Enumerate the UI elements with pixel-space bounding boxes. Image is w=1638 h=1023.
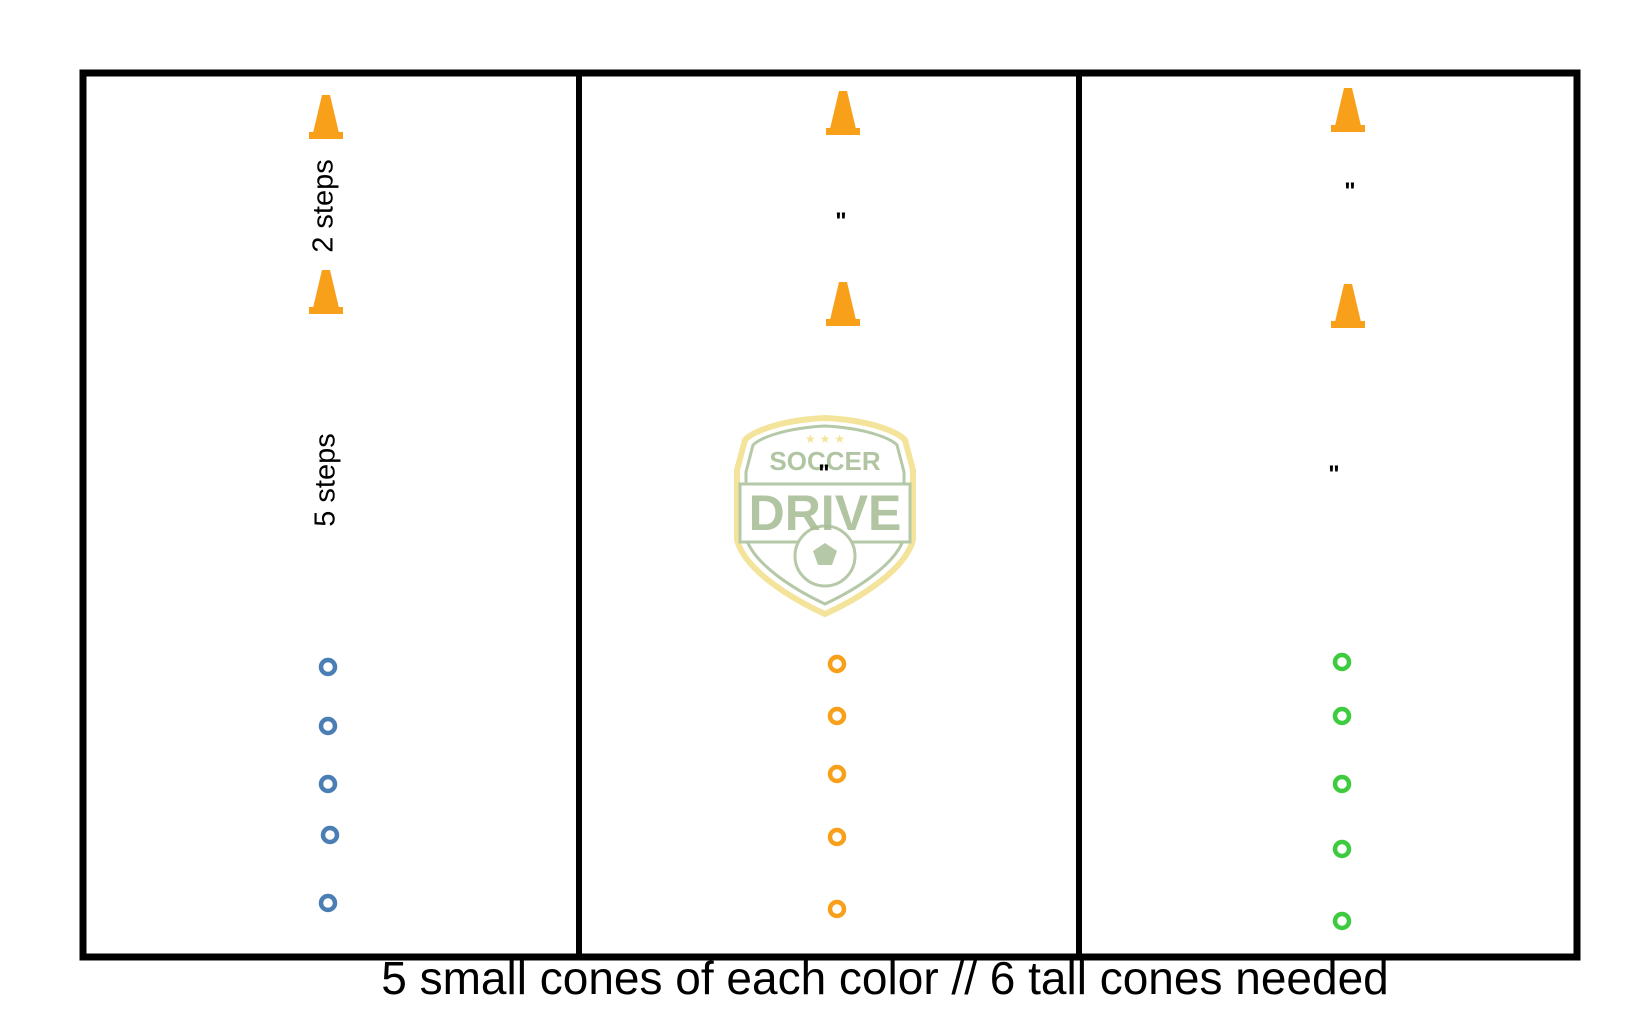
- soccer-ball-patch: [813, 543, 837, 565]
- column-2-top-gap-label: ": [835, 208, 847, 235]
- column-2-middle-gap-label: ": [818, 460, 830, 487]
- small-disc-cone: [1332, 706, 1352, 726]
- column-1-middle-gap-label: 5 steps: [309, 433, 342, 527]
- tall-cone: [1331, 88, 1365, 132]
- field-border: [79, 69, 1581, 961]
- small-disc-cone: [1332, 774, 1352, 794]
- tall-cone: [1331, 284, 1365, 328]
- small-disc-cone: [827, 764, 847, 784]
- cones-layer: [309, 88, 1365, 931]
- tall-cone: [826, 91, 860, 135]
- tall-cone: [309, 270, 343, 314]
- tall-cone: [826, 282, 860, 326]
- small-disc-cone: [827, 706, 847, 726]
- small-disc-cone: [318, 716, 338, 736]
- small-disc-cone: [318, 774, 338, 794]
- star-icon: ★ ★ ★: [805, 432, 845, 446]
- column-3-top-gap-label: ": [1344, 178, 1356, 205]
- equipment-caption: 5 small cones of each color // 6 tall co…: [381, 952, 1389, 1004]
- small-disc-cone: [827, 654, 847, 674]
- soccer-drive-watermark: ★ ★ ★: [734, 414, 916, 618]
- small-disc-cone: [318, 893, 338, 913]
- shield-inner-outline: [744, 424, 906, 606]
- tall-cone: [309, 95, 343, 139]
- small-disc-cone: [320, 825, 340, 845]
- watermark-line2: DRIVE: [749, 485, 902, 541]
- small-disc-cone: [318, 657, 338, 677]
- small-disc-cone: [1332, 652, 1352, 672]
- small-disc-cone: [827, 899, 847, 919]
- small-disc-cone: [827, 827, 847, 847]
- small-disc-cone: [1332, 839, 1352, 859]
- small-disc-cone: [1332, 911, 1352, 931]
- column-3-middle-gap-label: ": [1328, 461, 1340, 488]
- watermark-line1: SOCCER: [769, 446, 880, 476]
- column-1-top-gap-label: 2 steps: [307, 159, 340, 253]
